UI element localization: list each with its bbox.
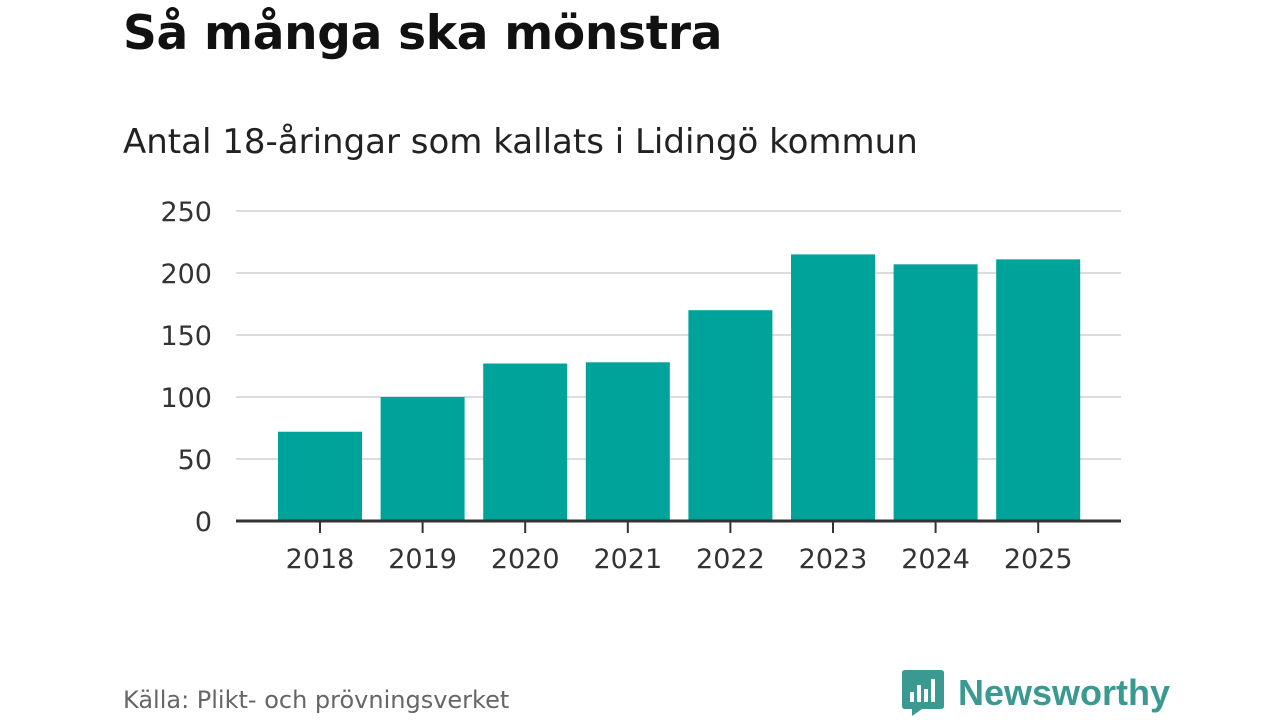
y-tick-label: 200 (160, 259, 212, 290)
bar-chart: 0 50 100 150 200 250 2018 2019 2020 2021 2022 2023… (160, 197, 1121, 575)
y-tick-label: 100 (160, 383, 212, 414)
x-axis: 2018 2019 2020 2021 2022 2023 2024 2025 (236, 519, 1121, 575)
bar-2019 (380, 397, 465, 521)
x-tick-label: 2025 (1004, 544, 1073, 575)
x-tick-label: 2023 (799, 544, 868, 575)
x-tick-label: 2018 (286, 544, 355, 575)
bar-2018 (278, 431, 362, 521)
brand-name: Newsworthy (958, 672, 1171, 713)
x-tick-label: 2022 (696, 544, 765, 575)
bars (278, 254, 1081, 521)
bar-2022 (688, 310, 773, 521)
source-note: Källa: Plikt- och prövningsverket (123, 686, 510, 714)
chart-subtitle: Antal 18-åringar som kallats i Lidingö k… (123, 122, 918, 162)
bar-2020 (483, 363, 568, 521)
bar-2024 (893, 264, 978, 521)
newsworthy-logo-icon (902, 670, 944, 716)
y-tick-label: 150 (160, 321, 212, 352)
x-tick-label: 2024 (901, 544, 970, 575)
x-tick-label: 2021 (593, 544, 662, 575)
y-axis-labels: 0 50 100 150 200 250 (160, 197, 212, 538)
brand-logo: Newsworthy (902, 670, 1170, 716)
y-tick-label: 0 (195, 507, 212, 538)
bar-2023 (791, 254, 875, 521)
y-tick-label: 250 (160, 197, 212, 228)
y-tick-label: 50 (178, 445, 212, 476)
bar-2025 (996, 259, 1081, 521)
x-tick-label: 2019 (388, 544, 457, 575)
chart-title: Så många ska mönstra (123, 6, 723, 61)
x-tick-label: 2020 (491, 544, 560, 575)
grid-lines (236, 210, 1121, 460)
bar-2021 (585, 362, 670, 521)
